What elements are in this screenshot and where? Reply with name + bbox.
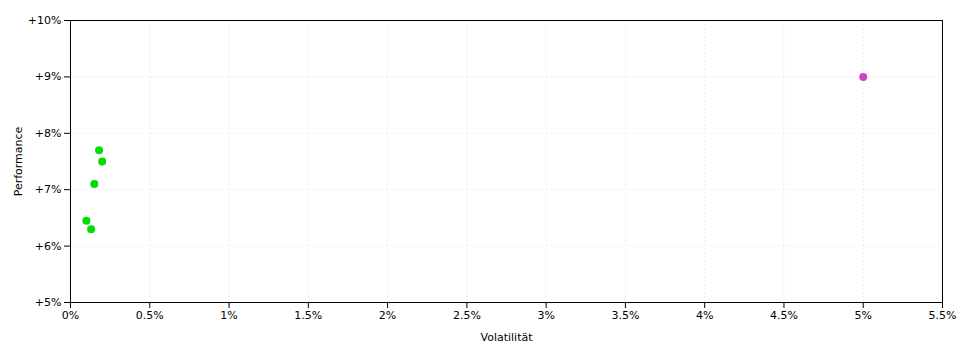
svg-text:+5%: +5% [35,296,62,309]
svg-text:0%: 0% [62,309,79,322]
svg-text:5%: 5% [855,309,872,322]
svg-text:+6%: +6% [35,240,62,253]
svg-text:2.5%: 2.5% [453,309,481,322]
svg-text:4.5%: 4.5% [770,309,798,322]
svg-text:+9%: +9% [35,70,62,83]
svg-text:1%: 1% [220,309,237,322]
svg-text:+7%: +7% [35,183,62,196]
svg-text:5.5%: 5.5% [929,309,957,322]
svg-text:3.5%: 3.5% [611,309,639,322]
svg-text:Volatilität: Volatilität [480,331,533,344]
svg-text:+8%: +8% [35,127,62,140]
svg-text:2%: 2% [379,309,396,322]
svg-text:Performance: Performance [12,126,25,196]
svg-text:3%: 3% [537,309,554,322]
svg-text:1.5%: 1.5% [294,309,322,322]
svg-text:+10%: +10% [28,14,62,27]
svg-text:4%: 4% [696,309,713,322]
svg-text:0.5%: 0.5% [136,309,164,322]
